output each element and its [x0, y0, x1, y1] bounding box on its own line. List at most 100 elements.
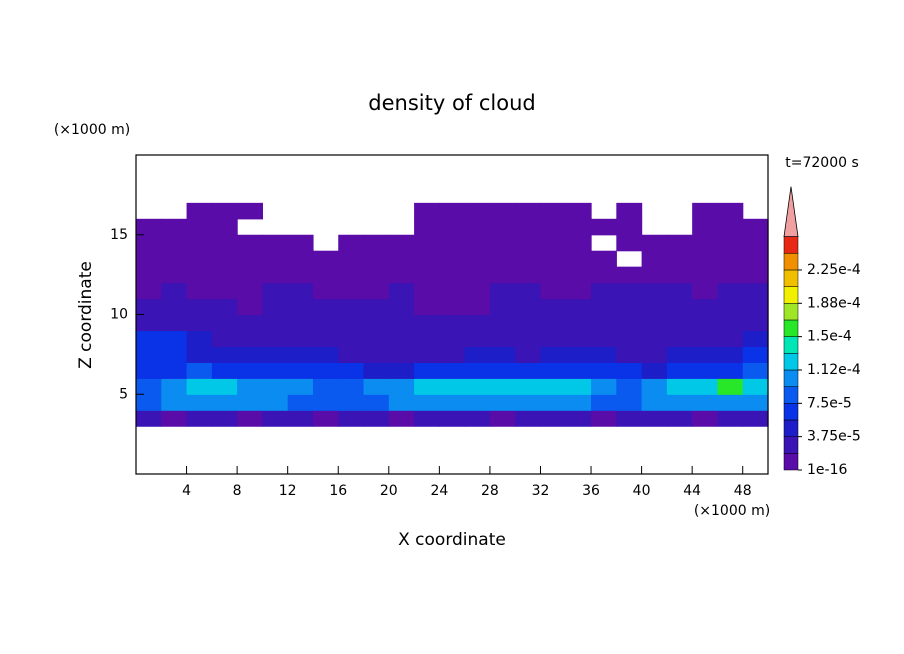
contour-cell: [540, 330, 567, 347]
contour-cell: [161, 346, 188, 363]
contour-cell: [666, 378, 693, 395]
contour-cell: [338, 314, 365, 332]
y-tick-label: 5: [119, 386, 128, 402]
y-tick-label: 10: [110, 307, 128, 323]
contour-cell: [136, 330, 162, 347]
contour-cell: [717, 394, 744, 411]
contour-cell: [591, 298, 617, 316]
colorbar-band: [783, 336, 799, 354]
contour-cell: [641, 330, 668, 347]
contour-cell: [262, 314, 289, 332]
contour-cell: [565, 394, 592, 411]
colorbar-tick-label: 1.5e-4: [807, 329, 852, 345]
contour-cell: [287, 250, 314, 268]
contour-cell: [641, 266, 668, 284]
contour-cell: [540, 282, 567, 300]
contour-cell: [414, 394, 440, 411]
contour-cell: [742, 250, 769, 268]
contour-cell: [237, 346, 263, 363]
contour-cell: [565, 234, 592, 252]
contour-cell: [388, 362, 415, 379]
contour-cell: [237, 250, 263, 268]
contour-cell: [312, 314, 339, 332]
contour-cell: [641, 346, 668, 363]
contour-cell: [489, 266, 516, 284]
x-tick-label: 40: [633, 483, 651, 499]
contour-cell: [489, 394, 516, 411]
contour-cell: [742, 282, 769, 300]
contour-cell: [666, 298, 693, 316]
contour-cell: [414, 346, 440, 363]
contour-cell: [717, 314, 744, 332]
contour-cell: [287, 266, 314, 284]
contour-cell: [666, 282, 693, 300]
contour-cell: [161, 266, 188, 284]
contour-cell: [742, 346, 769, 363]
contour-cell: [186, 250, 213, 268]
contour-cell: [464, 346, 491, 363]
x-tick-label: 32: [532, 483, 550, 499]
contour-cell: [692, 378, 719, 395]
contour-cell: [338, 346, 365, 363]
contour-cell: [287, 330, 314, 347]
contour-cell: [439, 330, 466, 347]
contour-cell: [161, 394, 188, 411]
contour-cell: [515, 234, 542, 252]
contour-cell: [439, 314, 466, 332]
contour-cell: [161, 298, 188, 316]
x-tick-label: 36: [582, 483, 600, 499]
contour-cell: [565, 410, 592, 427]
contour-cell: [312, 282, 339, 300]
contour-cell: [666, 266, 693, 284]
contour-cell: [692, 250, 719, 268]
contour-cell: [540, 266, 567, 284]
contour-cell: [262, 234, 289, 252]
contour-cell: [388, 330, 415, 347]
contour-cell: [666, 346, 693, 363]
contour-cell: [414, 234, 440, 252]
contour-cell: [211, 394, 238, 411]
contour-cell: [666, 250, 693, 268]
contour-cell: [666, 330, 693, 347]
contour-cell: [565, 346, 592, 363]
contour-cell: [262, 250, 289, 268]
contour-cell: [136, 250, 162, 268]
contour-cell: [464, 394, 491, 411]
contour-cell: [565, 250, 592, 268]
contour-cell: [186, 346, 213, 363]
contour-cell: [717, 410, 744, 427]
contour-cell: [616, 314, 643, 332]
x-axis-label: X coordinate: [398, 530, 506, 550]
contour-cell: [363, 362, 390, 379]
colorbar-band: [783, 253, 799, 271]
colorbar-band: [783, 436, 799, 454]
contour-cell: [616, 378, 643, 395]
contour-cell: [262, 282, 289, 300]
contour-cell: [540, 362, 567, 379]
contour-cell: [641, 314, 668, 332]
contour-cell: [489, 202, 516, 220]
contour-cell: [591, 410, 617, 427]
contour-cell: [616, 362, 643, 379]
chart-title: density of cloud: [368, 91, 535, 115]
x-unit: (×1000 m): [694, 503, 770, 519]
colorbar-tick-label: 1.12e-4: [807, 362, 861, 378]
contour-cell: [591, 346, 617, 363]
contour-cell: [515, 330, 542, 347]
contour-cell: [161, 314, 188, 332]
colorbar-band: [783, 286, 799, 304]
contour-cell: [591, 266, 617, 284]
contour-cell: [742, 314, 769, 332]
contour-cell: [591, 330, 617, 347]
contour-cell: [211, 250, 238, 268]
contour-cell: [388, 346, 415, 363]
contour-cell: [414, 282, 440, 300]
contour-cell: [211, 362, 238, 379]
colorbar-tick-label: 3.75e-5: [807, 429, 861, 445]
contour-cell: [439, 218, 466, 236]
x-tick-label: 28: [481, 483, 499, 499]
contour-cell: [312, 250, 339, 268]
contour-cell: [616, 234, 643, 252]
contour-cell: [591, 362, 617, 379]
contour-cell: [641, 410, 668, 427]
